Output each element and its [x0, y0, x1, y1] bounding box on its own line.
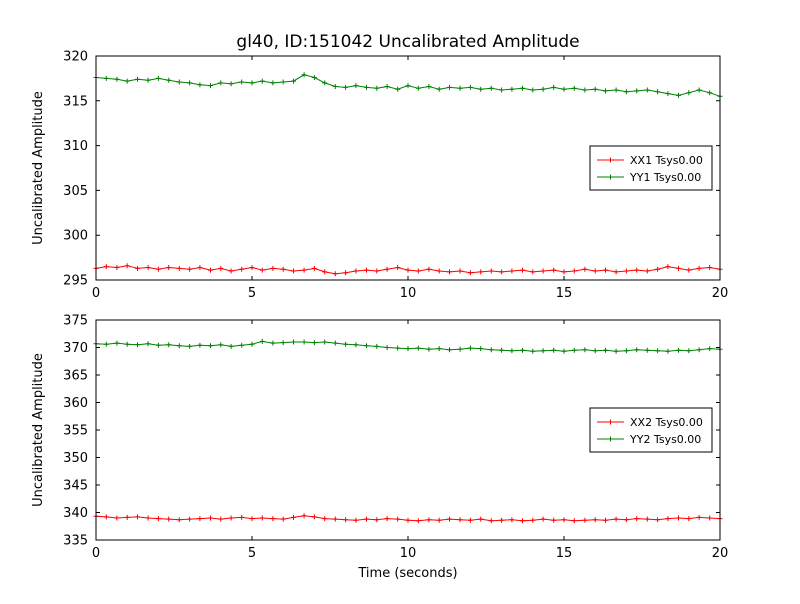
y-tick-label: 355 — [63, 424, 88, 439]
legend-marker — [608, 419, 613, 425]
y-tick-label: 305 — [63, 184, 88, 199]
x-tick-label: 20 — [712, 286, 729, 301]
legend-label: YY1 Tsys0.00 — [629, 171, 701, 184]
axis-ticks — [95, 319, 721, 541]
x-axis-label: Time (seconds) — [357, 566, 457, 581]
y-tick-label: 315 — [63, 94, 88, 109]
subplot-2: 0 5 10 15 20 335 340 345 350 355 360 365 370 375 XX2 T… — [63, 314, 728, 562]
figure-title: gl40, ID:151042 Uncalibrated Amplitude — [236, 32, 579, 52]
legend-marker — [608, 174, 613, 180]
legend-label: XX1 Tsys0.00 — [630, 154, 703, 167]
y-tick-label: 310 — [63, 139, 88, 154]
y-tick-label: 300 — [63, 229, 88, 244]
y-tick-label: 375 — [63, 314, 88, 329]
y-tick-label: 360 — [63, 396, 88, 411]
x-tick-label: 10 — [400, 286, 417, 301]
y-tick-label: 345 — [63, 479, 88, 494]
legend-label: YY2 Tsys0.00 — [629, 433, 701, 446]
y-tick-label: 365 — [63, 369, 88, 384]
x-tick-label: 5 — [248, 286, 256, 301]
subplot2-ylabel: Uncalibrated Amplitude — [31, 353, 46, 507]
legend-box — [589, 407, 713, 453]
legend-marker — [608, 436, 613, 442]
x-tick-label: 15 — [556, 286, 573, 301]
x-tick-label: 5 — [248, 546, 256, 561]
plots-group: 0 5 10 15 20 295 300 305 310 315 320 XX1 Tsys0.00 YY… — [63, 50, 728, 562]
subplot1-ylabel: Uncalibrated Amplitude — [31, 91, 46, 245]
y-tick-label: 370 — [63, 341, 88, 356]
y-tick-label: 340 — [63, 506, 88, 521]
x-tick-label: 0 — [92, 546, 100, 561]
y-tick-label: 350 — [63, 451, 88, 466]
x-tick-label: 10 — [400, 546, 417, 561]
legend-marker — [608, 157, 613, 163]
subplot-1: 0 5 10 15 20 295 300 305 310 315 320 XX1 Tsys0.00 YY… — [63, 50, 728, 302]
y-tick-label: 320 — [63, 50, 88, 65]
legend-box — [589, 145, 713, 191]
x-tick-label: 0 — [92, 286, 100, 301]
x-tick-label: 15 — [556, 546, 573, 561]
x-tick-label: 20 — [712, 546, 729, 561]
y-tick-label: 295 — [63, 274, 88, 289]
y-tick-label: 335 — [63, 534, 88, 549]
legend-label: XX2 Tsys0.00 — [630, 416, 703, 429]
axis-ticks — [95, 55, 721, 281]
